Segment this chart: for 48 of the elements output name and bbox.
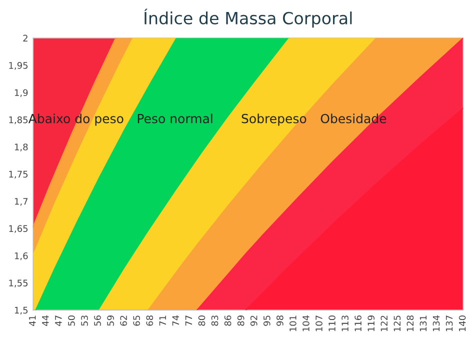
x-tick-label: 107 — [316, 316, 322, 332]
y-tick-label: 1,5 — [14, 306, 28, 315]
y-tick-label: 1,7 — [14, 198, 28, 206]
x-tick-label: 137 — [446, 316, 453, 332]
x-tick-label: 59 — [107, 316, 114, 326]
y-tick-label: 2 — [23, 34, 28, 42]
y-tick-label: 1,9 — [14, 89, 28, 97]
x-tick-label: 50 — [68, 316, 75, 326]
y-tick-label: 1,65 — [9, 225, 28, 233]
x-tick-label: 89 — [237, 316, 244, 326]
x-tick-label: 77 — [185, 316, 192, 326]
x-tick-label: 116 — [354, 315, 362, 332]
x-tick-label: 41 — [29, 316, 36, 326]
x-tick-label: 80 — [198, 316, 206, 326]
x-tick-label: 56 — [94, 315, 101, 326]
y-tick-label: 1,95 — [9, 62, 28, 70]
x-tick-label: 131 — [420, 316, 427, 332]
x-tick-label: 122 — [380, 316, 388, 332]
x-tick-label: 92 — [250, 316, 258, 326]
chart-title: Índice de Massa Corporal — [144, 8, 352, 28]
x-tick-label: 104 — [302, 315, 310, 332]
x-tick-label: 86 — [224, 315, 232, 326]
y-tick-label: 1,75 — [9, 170, 28, 179]
x-tick-label: 83 — [211, 316, 218, 326]
x-tick-label: 98 — [276, 316, 284, 326]
x-tick-label: 110 — [328, 316, 336, 332]
x-tick-label: 128 — [406, 316, 414, 332]
x-tick-label: 44 — [42, 315, 49, 326]
y-tick-label: 1,8 — [14, 144, 28, 152]
y-tick-label: 1,6 — [14, 252, 28, 260]
x-tick-label: 74 — [172, 315, 179, 326]
x-tick-label: 68 — [146, 316, 154, 326]
x-tick-label: 101 — [290, 316, 296, 332]
x-tick-label: 95 — [263, 316, 270, 326]
annotation: Peso normal — [138, 114, 212, 124]
x-tick-label: 47 — [55, 316, 62, 326]
y-tick-label: 1,85 — [9, 116, 28, 124]
x-tick-label: 113 — [342, 316, 348, 332]
annotation: Sobrepeso — [242, 114, 306, 126]
x-tick-label: 71 — [159, 316, 166, 326]
x-tick-label: 125 — [394, 316, 401, 332]
x-tick-label: 53 — [81, 316, 88, 326]
x-tick-label: 62 — [120, 316, 127, 326]
y-tick-label: 1,55 — [9, 280, 28, 288]
x-tick-label: 140 — [458, 316, 466, 332]
x-tick-label: 119 — [368, 316, 375, 332]
x-tick-label: 65 — [133, 316, 140, 326]
x-tick-label: 134 — [432, 315, 440, 332]
